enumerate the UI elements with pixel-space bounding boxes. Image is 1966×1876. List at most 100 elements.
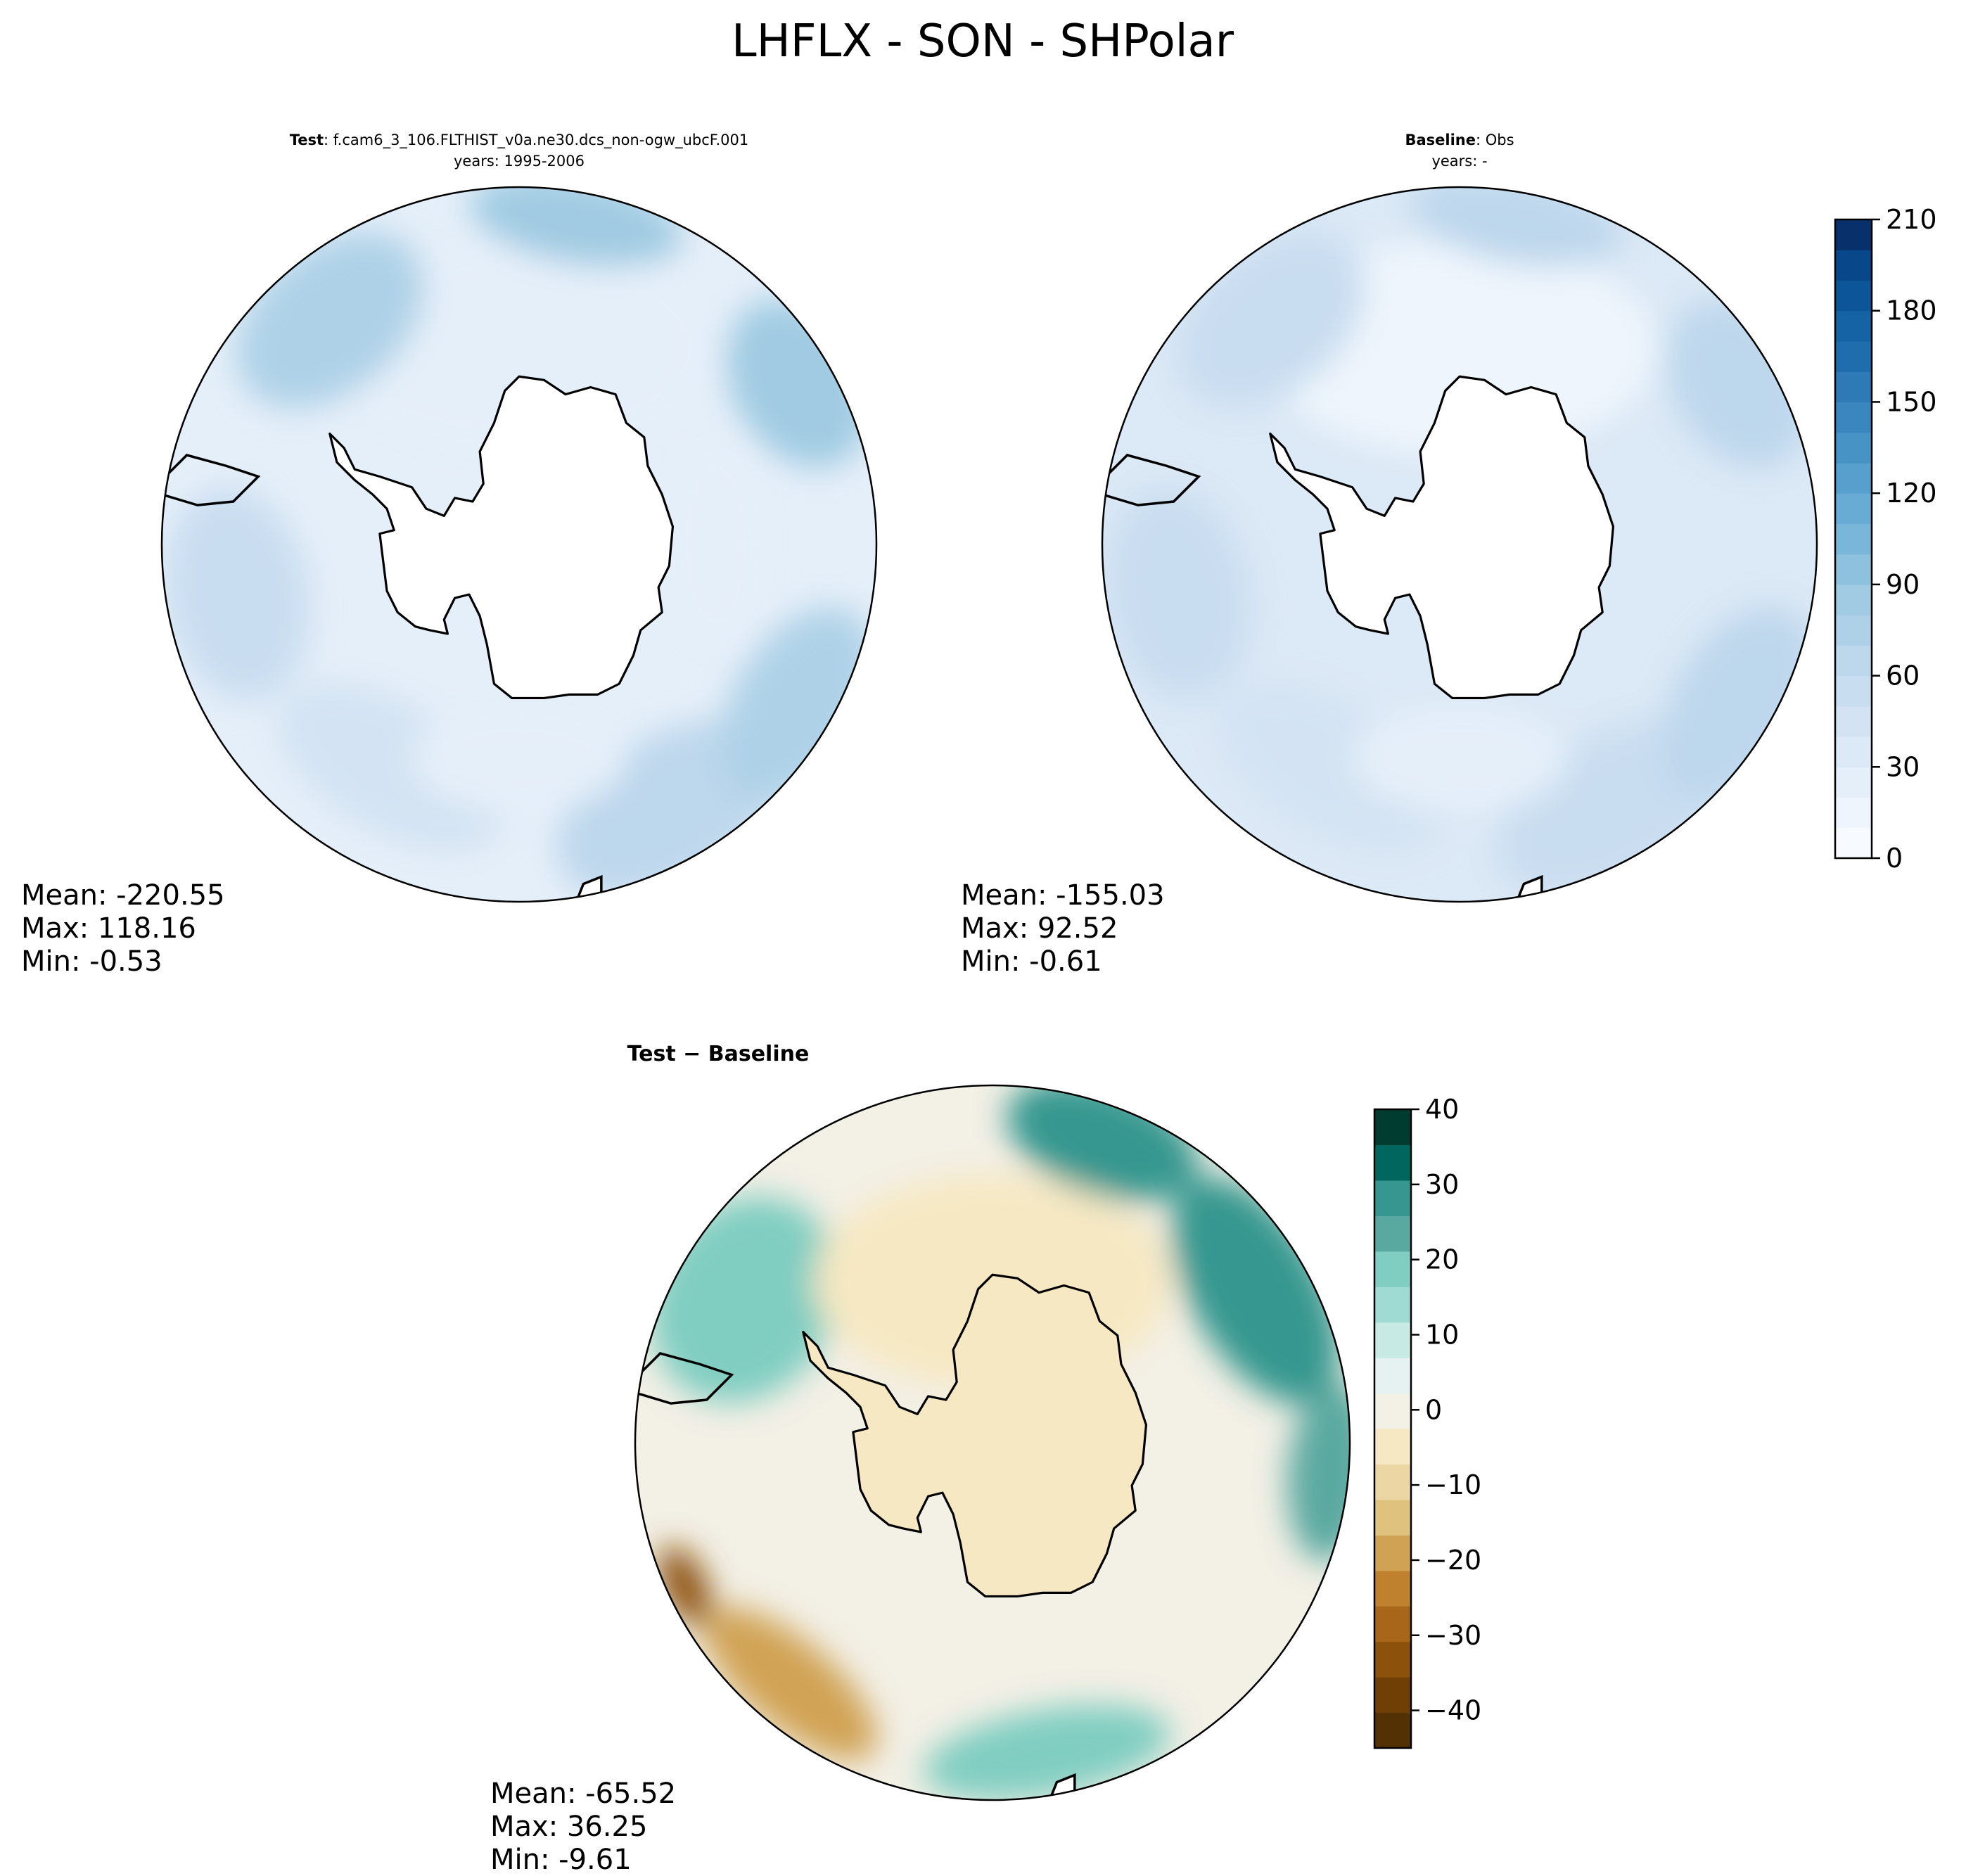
colorbar-tick-label: 0 bbox=[1886, 843, 1903, 874]
colorbar-segment bbox=[1835, 371, 1872, 403]
colorbar-segment bbox=[1835, 615, 1872, 646]
colorbar-segment bbox=[1374, 1712, 1411, 1749]
colorbar-tick-label: 10 bbox=[1425, 1319, 1459, 1350]
colorbar-segment bbox=[1374, 1535, 1411, 1571]
colorbar-tick-label: −40 bbox=[1425, 1695, 1481, 1726]
colorbar-tick-label: 30 bbox=[1425, 1169, 1459, 1200]
colorbar-segment bbox=[1835, 280, 1872, 312]
map-boundary bbox=[160, 186, 878, 903]
colorbar-tick-label: 20 bbox=[1425, 1244, 1459, 1275]
map-boundary bbox=[634, 1084, 1351, 1801]
colorbar-tick-label: 0 bbox=[1425, 1394, 1442, 1425]
south-america-coastline bbox=[1102, 454, 1201, 506]
colorbar-segment bbox=[1835, 523, 1872, 555]
colorbar-segment bbox=[1374, 1358, 1411, 1394]
diff-stats: Mean: -65.52 Max: 36.25 Min: -9.61 bbox=[490, 1778, 676, 1876]
colorbar-segment bbox=[1374, 1677, 1411, 1714]
diff-stat-min: Min: -9.61 bbox=[490, 1844, 632, 1876]
colorbar-segment bbox=[1835, 706, 1872, 737]
colorbar-segment bbox=[1374, 1215, 1411, 1252]
colorbar-segment bbox=[1374, 1287, 1411, 1323]
colorbar-segment bbox=[1835, 736, 1872, 767]
colorbar-tick-label: −30 bbox=[1425, 1620, 1481, 1651]
colorbar-tick-label: 210 bbox=[1886, 204, 1937, 235]
colorbar-tick-label: 120 bbox=[1886, 478, 1937, 509]
baseline-panel-subtitle: years: - bbox=[1431, 153, 1487, 170]
test-title-rest: : f.cam6_3_106.FLTHIST_v0a.ne30.dcs_non-… bbox=[324, 132, 748, 149]
colorbar-tick-label: 40 bbox=[1425, 1094, 1459, 1125]
test-panel-title: Test: f.cam6_3_106.FLTHIST_v0a.ne30.dcs_… bbox=[290, 132, 749, 149]
field-contour bbox=[1218, 683, 1444, 851]
colorbar-tick-label: 90 bbox=[1886, 569, 1920, 600]
diff-stat-max: Max: 36.25 bbox=[490, 1811, 647, 1843]
colorbar-segment bbox=[1835, 827, 1872, 859]
colorbar-segment bbox=[1374, 1499, 1411, 1536]
baseline-title-bold: Baseline bbox=[1405, 132, 1476, 148]
field-contour bbox=[1287, 1383, 1350, 1562]
field-contour bbox=[662, 437, 770, 652]
colorbar-segment bbox=[1374, 1606, 1411, 1642]
figure-title: LHFLX - SON - SHPolar bbox=[732, 15, 1234, 68]
colorbar-segment bbox=[1835, 310, 1872, 342]
field-contour bbox=[411, 705, 627, 812]
colorbar-segment bbox=[1374, 1393, 1411, 1429]
colorbar-tick-label: −20 bbox=[1425, 1545, 1481, 1576]
difference-map bbox=[634, 1084, 1351, 1801]
colorbar-diff: −40 −30 −20 −10 0 10 20 30 40 bbox=[1373, 1094, 1481, 1749]
colorbar-segment bbox=[1835, 402, 1872, 433]
field-contour bbox=[651, 1197, 839, 1403]
colorbar-frame bbox=[1834, 218, 1873, 860]
test-stats: Mean: -220.55 Max: 118.16 Min: -0.53 bbox=[21, 879, 225, 978]
field-contour bbox=[1352, 705, 1567, 812]
colorbar-segment bbox=[1374, 1570, 1411, 1607]
colorbar-segment bbox=[1374, 1251, 1411, 1287]
colorbar-tick-label: 150 bbox=[1886, 386, 1937, 417]
baseline-stat-max: Max: 92.52 bbox=[961, 912, 1118, 945]
colorbar-segment bbox=[1374, 1429, 1411, 1465]
colorbar-segment bbox=[1374, 1180, 1411, 1216]
colorbar-segment bbox=[1835, 219, 1872, 250]
field-contour bbox=[924, 1704, 1171, 1800]
south-america-coastline bbox=[635, 1352, 734, 1405]
test-map bbox=[160, 186, 878, 903]
colorbar-segment bbox=[1835, 462, 1872, 494]
colorbar-segment bbox=[1835, 767, 1872, 798]
baseline-title-rest: : Obs bbox=[1476, 132, 1514, 148]
test-title-bold: Test bbox=[290, 132, 324, 148]
colorbar-segment bbox=[1835, 554, 1872, 585]
baseline-stat-min: Min: -0.61 bbox=[961, 945, 1102, 978]
colorbar-tick-label: 60 bbox=[1886, 661, 1920, 691]
colorbar-segment bbox=[1835, 340, 1872, 372]
colorbar-segment bbox=[1374, 1641, 1411, 1678]
colorbar-segment bbox=[1835, 675, 1872, 707]
field-contour bbox=[1105, 487, 1251, 701]
colorbar-segment bbox=[1374, 1322, 1411, 1358]
baseline-panel-title: Baseline: Obs bbox=[1405, 132, 1514, 148]
field-contour bbox=[703, 1607, 877, 1760]
colorbar-segment bbox=[1835, 493, 1872, 524]
colorbar-segment bbox=[1835, 797, 1872, 829]
colorbar-tick-label: −10 bbox=[1425, 1469, 1481, 1500]
colorbar-frame bbox=[1373, 1108, 1412, 1749]
colorbar-segment bbox=[1374, 1464, 1411, 1500]
colorbar-segment bbox=[1835, 584, 1872, 615]
test-stat-mean: Mean: -220.55 bbox=[21, 879, 225, 912]
south-america-coastline bbox=[162, 454, 261, 506]
test-stat-max: Max: 118.16 bbox=[21, 912, 196, 945]
test-panel-subtitle: years: 1995-2006 bbox=[454, 153, 585, 170]
baseline-stat-mean: Mean: -155.03 bbox=[961, 879, 1165, 912]
field-contour bbox=[165, 487, 311, 701]
baseline-map bbox=[1101, 186, 1818, 903]
colorbar-segment bbox=[1835, 250, 1872, 281]
colorbar-tick-label: 30 bbox=[1886, 751, 1920, 782]
baseline-stats: Mean: -155.03 Max: 92.52 Min: -0.61 bbox=[961, 879, 1165, 978]
colorbar-segment bbox=[1374, 1144, 1411, 1181]
test-stat-min: Min: -0.53 bbox=[21, 945, 162, 978]
field-contour bbox=[1171, 1178, 1340, 1404]
colorbar-segment bbox=[1374, 1109, 1411, 1146]
diff-stat-mean: Mean: -65.52 bbox=[490, 1778, 676, 1810]
colorbar-segment bbox=[1835, 432, 1872, 464]
diff-panel-title: Test − Baseline bbox=[627, 1042, 810, 1066]
field-contour bbox=[277, 683, 504, 851]
